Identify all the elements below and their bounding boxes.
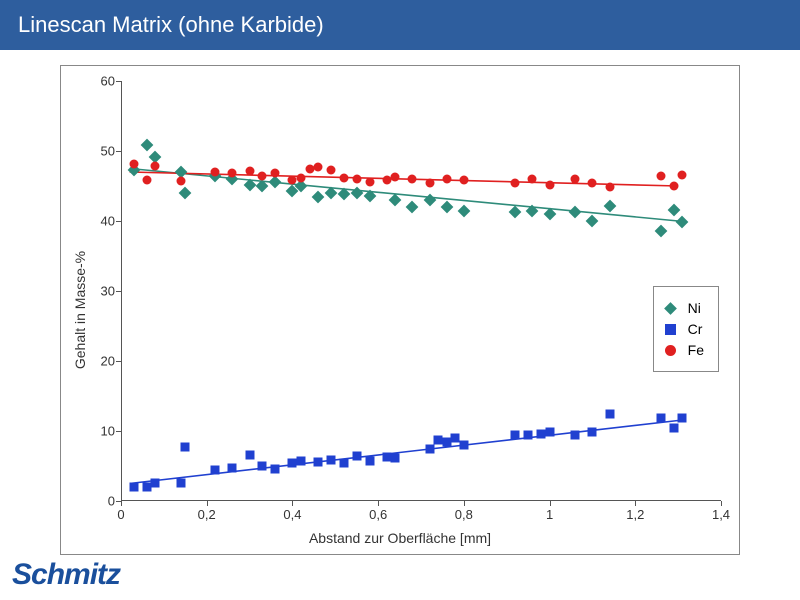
y-tick-mark <box>116 81 121 82</box>
legend-label: Fe <box>688 342 704 358</box>
chart-legend: Ni Cr Fe <box>653 286 719 372</box>
data-point <box>271 169 280 178</box>
data-point <box>245 166 254 175</box>
data-point <box>664 302 677 315</box>
data-point <box>129 483 138 492</box>
data-point <box>425 445 434 454</box>
legend-marker <box>664 301 678 315</box>
data-point <box>524 430 533 439</box>
data-point <box>391 454 400 463</box>
chart-panel: Gehalt in Masse-% 010203040506000,20,40,… <box>60 65 740 555</box>
data-point <box>545 180 554 189</box>
data-point <box>669 182 678 191</box>
x-tick-mark <box>207 501 208 506</box>
y-axis-label: Gehalt in Masse-% <box>72 251 88 369</box>
legend-item: Fe <box>664 342 704 358</box>
data-point <box>665 345 676 356</box>
legend-item: Ni <box>664 300 704 316</box>
x-tick-mark <box>464 501 465 506</box>
data-point <box>258 462 267 471</box>
y-tick-mark <box>116 221 121 222</box>
data-point <box>228 464 237 473</box>
data-point <box>339 459 348 468</box>
data-point <box>327 456 336 465</box>
legend-marker <box>664 343 678 357</box>
legend-label: Ni <box>688 300 701 316</box>
data-point <box>511 430 520 439</box>
brand-logo: Schmitz <box>12 558 120 592</box>
data-point <box>657 414 666 423</box>
data-point <box>177 478 186 487</box>
x-tick-mark <box>292 501 293 506</box>
data-point <box>211 168 220 177</box>
data-point <box>297 457 306 466</box>
data-point <box>669 424 678 433</box>
data-point <box>339 173 348 182</box>
data-point <box>314 163 323 172</box>
data-point <box>571 430 580 439</box>
x-tick-mark <box>121 501 122 506</box>
data-point <box>352 175 361 184</box>
data-point <box>408 175 417 184</box>
data-point <box>678 170 687 179</box>
x-tick-mark <box>550 501 551 506</box>
data-point <box>678 413 687 422</box>
data-point <box>365 177 374 186</box>
data-point <box>181 443 190 452</box>
data-point <box>271 464 280 473</box>
data-point <box>258 171 267 180</box>
y-tick-mark <box>116 291 121 292</box>
data-point <box>605 183 614 192</box>
data-point <box>177 177 186 186</box>
data-point <box>297 173 306 182</box>
data-point <box>365 457 374 466</box>
legend-item: Cr <box>664 321 704 337</box>
data-point <box>605 409 614 418</box>
data-point <box>327 165 336 174</box>
y-tick-mark <box>116 361 121 362</box>
data-point <box>511 178 520 187</box>
data-point <box>142 175 151 184</box>
data-point <box>245 450 254 459</box>
data-point <box>545 428 554 437</box>
plot-region: 010203040506000,20,40,60,811,21,4 <box>121 81 721 501</box>
page-title: Linescan Matrix (ohne Karbide) <box>18 12 324 38</box>
data-point <box>211 465 220 474</box>
data-point <box>459 441 468 450</box>
plot-border <box>121 81 721 501</box>
data-point <box>657 171 666 180</box>
data-point <box>588 178 597 187</box>
data-point <box>571 175 580 184</box>
data-point <box>151 162 160 171</box>
y-tick-mark <box>116 431 121 432</box>
data-point <box>352 451 361 460</box>
data-point <box>528 175 537 184</box>
x-tick-mark <box>635 501 636 506</box>
data-point <box>442 175 451 184</box>
data-point <box>391 172 400 181</box>
data-point <box>588 428 597 437</box>
data-point <box>425 178 434 187</box>
x-tick-mark <box>378 501 379 506</box>
data-point <box>129 159 138 168</box>
x-tick-mark <box>721 501 722 506</box>
data-point <box>314 457 323 466</box>
data-point <box>459 176 468 185</box>
data-point <box>228 169 237 178</box>
legend-marker <box>664 322 678 336</box>
legend-label: Cr <box>688 321 703 337</box>
data-point <box>305 164 314 173</box>
y-tick-mark <box>116 151 121 152</box>
x-axis-label: Abstand zur Oberfläche [mm] <box>309 530 491 546</box>
data-point <box>151 478 160 487</box>
title-bar: Linescan Matrix (ohne Karbide) <box>0 0 800 50</box>
data-point <box>665 324 676 335</box>
